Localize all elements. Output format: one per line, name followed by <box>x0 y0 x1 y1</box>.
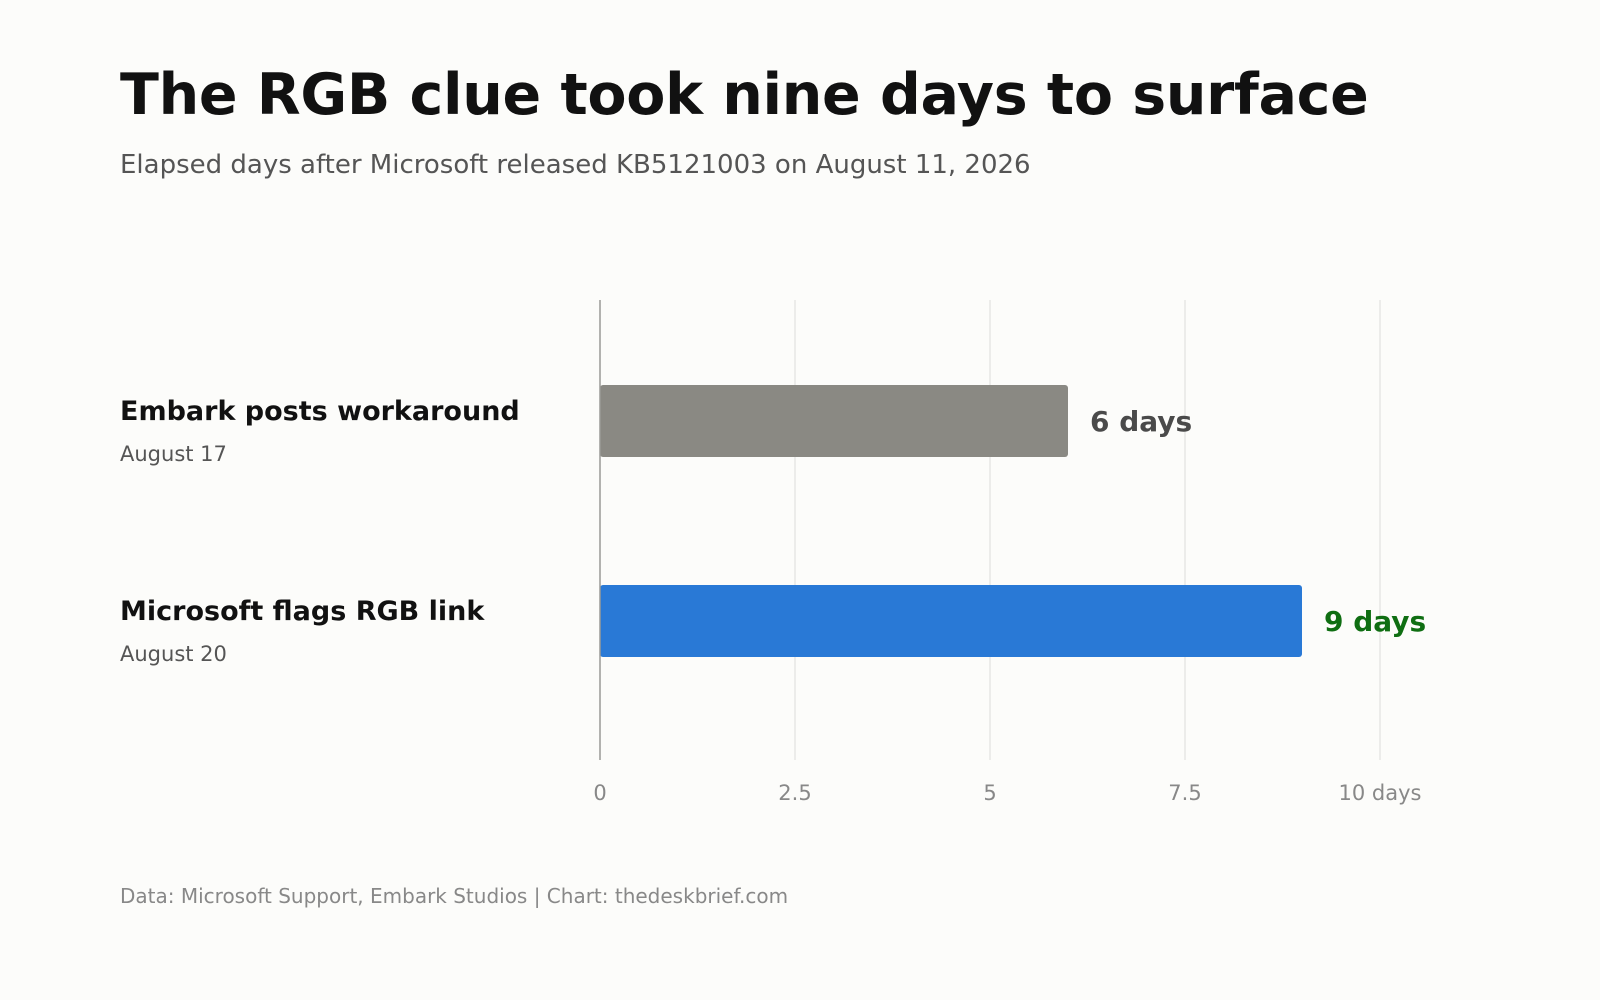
x-tick-label: 7.5 <box>1168 781 1201 805</box>
x-tick-label: 10 days <box>1339 781 1422 805</box>
x-tick-label: 5 <box>983 781 996 805</box>
x-tick-label: 2.5 <box>778 781 811 805</box>
category-label-embark: Embark posts workaround <box>120 396 520 427</box>
value-label: 9 days <box>1324 605 1426 638</box>
category-date-microsoft: August 20 <box>120 642 227 666</box>
x-tick-label: 0 <box>593 781 606 805</box>
source-credit: Data: Microsoft Support, Embark Studios … <box>120 884 789 908</box>
category-label-microsoft: Microsoft flags RGB link <box>120 596 485 627</box>
category-date-embark: August 17 <box>120 442 227 466</box>
bar-0 <box>600 385 1068 457</box>
chart-title: The RGB clue took nine days to surface <box>120 62 1369 128</box>
bar-1 <box>600 585 1302 657</box>
chart-subtitle: Elapsed days after Microsoft released KB… <box>120 150 1031 180</box>
value-label: 6 days <box>1090 405 1192 438</box>
